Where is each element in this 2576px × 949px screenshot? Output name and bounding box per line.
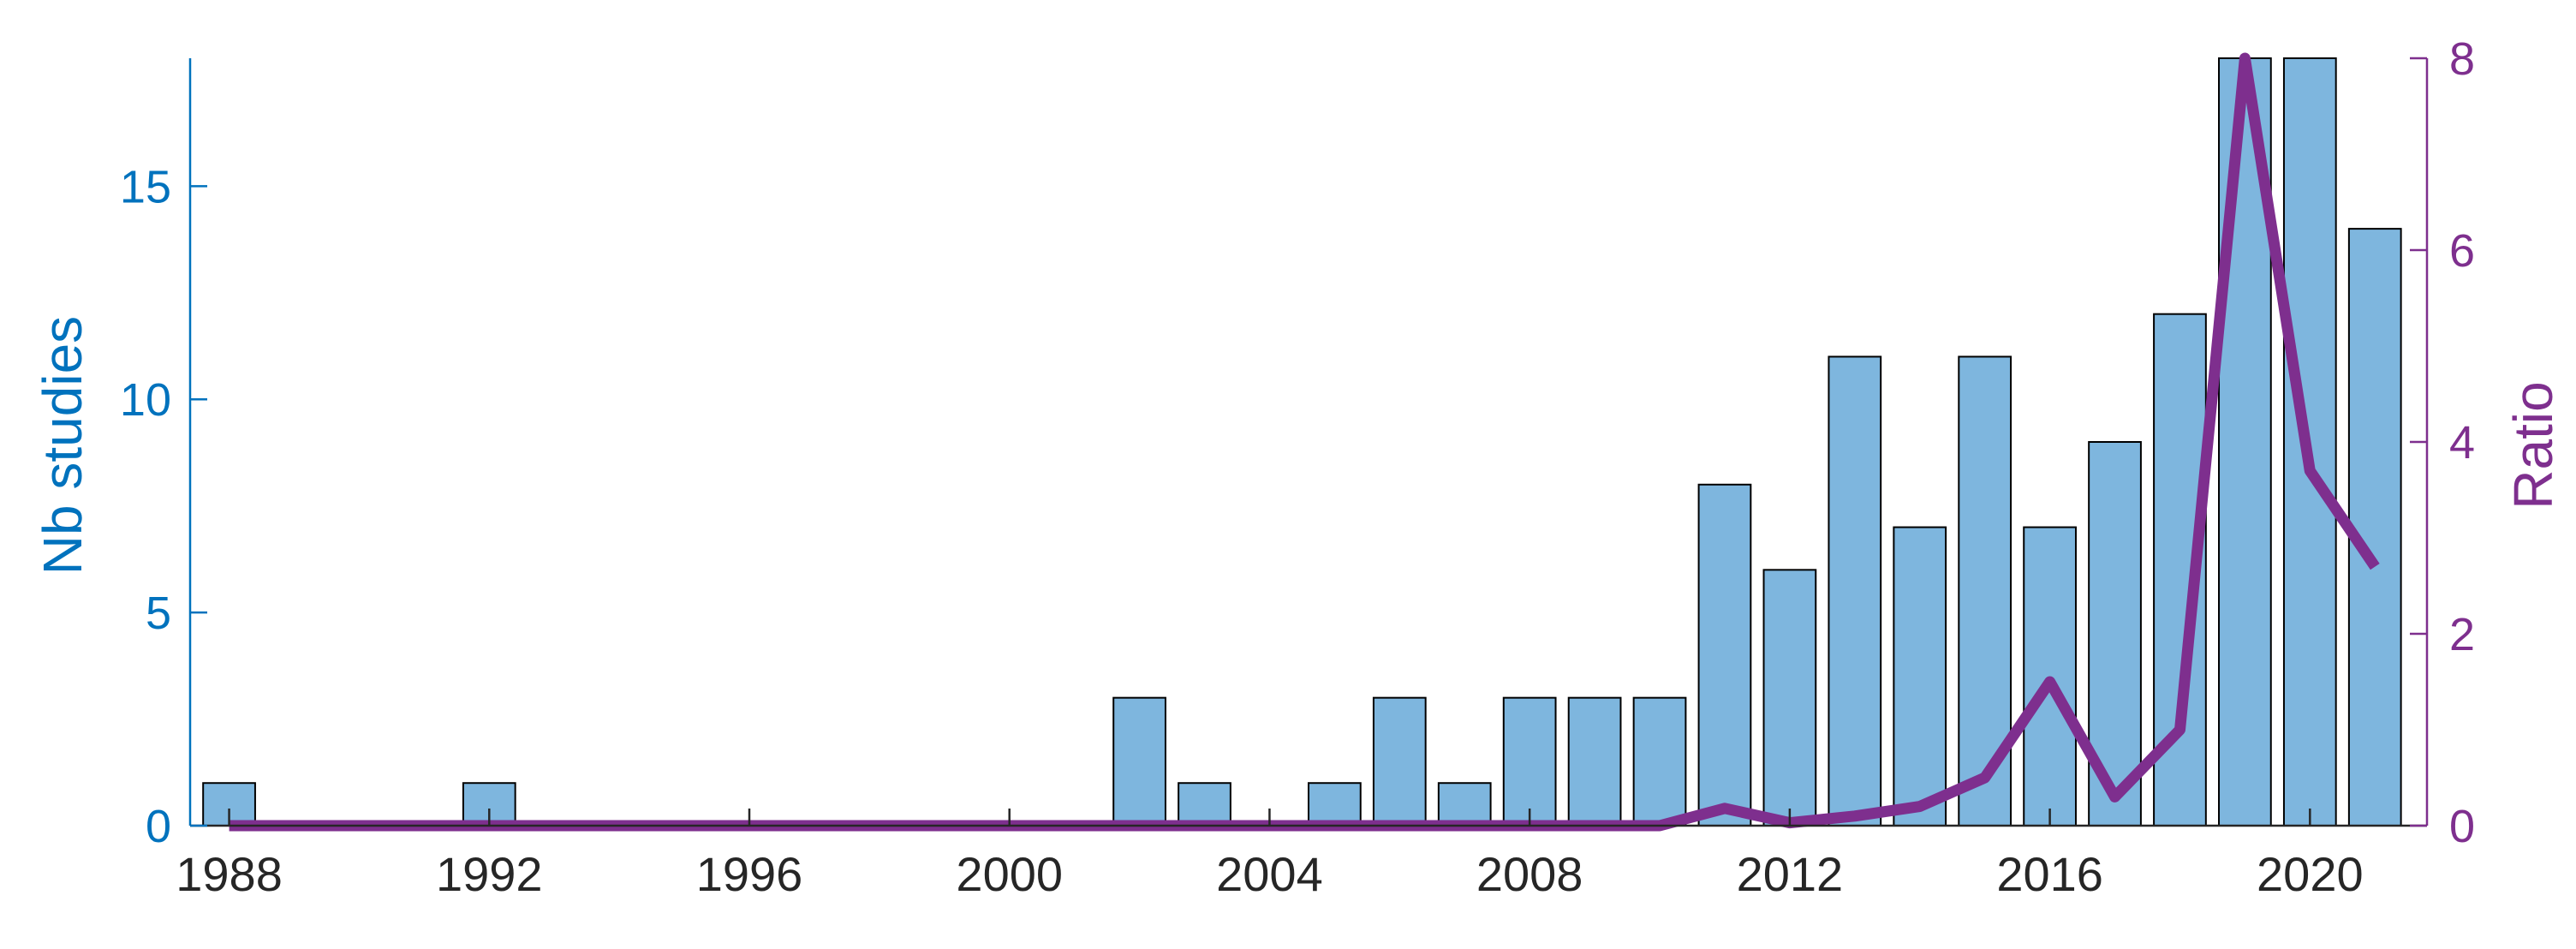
x-tick-label-2008: 2008 [1476,847,1583,901]
y2-tick-label-4: 4 [2449,417,2475,469]
x-tick-label-1992: 1992 [436,847,543,901]
tick-labels: 0 5 10 15 0 2 4 6 8 1988 1992 1996 2000 2004 2008 2012 2… [120,33,2475,901]
axes [188,57,2429,827]
bar-2005 [1308,782,1362,827]
bar-2011 [1697,483,1752,827]
y2-axis-label: Ratio [2502,381,2564,509]
bar-2009 [1567,696,1622,827]
x-tick-label-2012: 2012 [1737,847,1844,901]
y-tick-label-5: 5 [146,588,171,639]
bar-2013 [1828,355,1882,827]
y2-tick-label-6: 6 [2449,225,2475,277]
y-axis-label: Nb studies [32,316,93,575]
y2-tick-label-0: 0 [2449,801,2475,852]
x-tick-label-2016: 2016 [1996,847,2103,901]
y-tick-label-0: 0 [146,801,171,852]
x-tick-label-2004: 2004 [1216,847,1323,901]
y-tick-label-10: 10 [120,374,171,426]
x-tick-label-2000: 2000 [956,847,1063,901]
bar-2010 [1632,696,1687,827]
x-tick-label-2020: 2020 [2257,847,2364,901]
x-tick-label-1996: 1996 [696,847,803,901]
bar-2003 [1178,782,1231,827]
x-tick-label-1988: 1988 [176,847,283,901]
y2-tick-label-2: 2 [2449,609,2475,660]
bar-2007 [1437,782,1492,827]
bar-2014 [1893,526,1947,827]
y2-tick-label-8: 8 [2449,33,2475,85]
bar-2008 [1502,696,1557,827]
bar-2012 [1762,569,1817,827]
y-tick-label-15: 15 [120,161,171,212]
bar-2006 [1372,696,1427,827]
bar-2021 [2347,228,2402,827]
bar-2002 [1112,696,1166,827]
